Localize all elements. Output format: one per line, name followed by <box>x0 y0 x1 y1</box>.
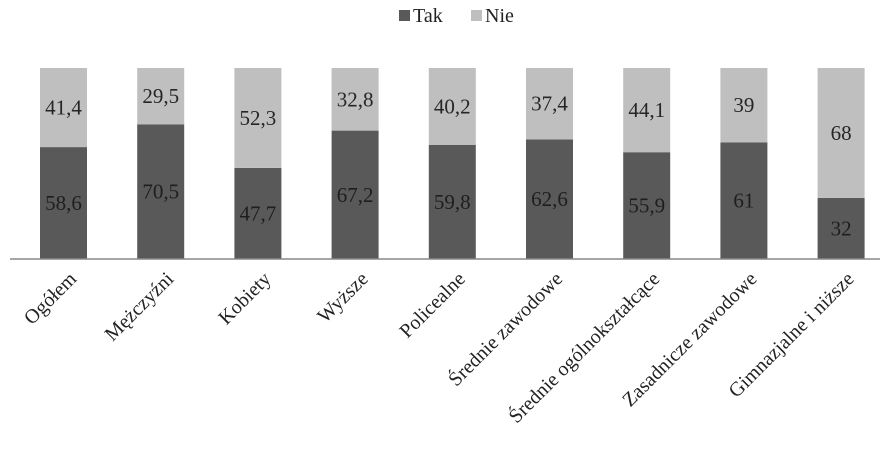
bar-segment-nie-9 <box>817 68 865 198</box>
value-label-nie-2: 29,5 <box>142 84 179 108</box>
value-label-tak-5: 59,8 <box>434 190 471 214</box>
category-label-2: Mężczyźni <box>101 268 179 346</box>
bar-segment-tak-2 <box>137 124 185 259</box>
bars-group <box>40 68 865 259</box>
bar-segment-nie-5 <box>428 68 476 145</box>
value-label-nie-7: 44,1 <box>628 98 665 122</box>
category-label-1: Ogółem <box>20 268 81 329</box>
bar-segment-nie-7 <box>623 68 671 153</box>
value-label-tak-9: 32 <box>831 216 852 240</box>
category-label-3: Kobiety <box>214 268 275 329</box>
value-label-tak-6: 62,6 <box>531 187 568 211</box>
bar-segment-tak-4 <box>331 130 379 259</box>
value-label-nie-8: 39 <box>733 93 754 117</box>
value-label-nie-5: 40,2 <box>434 94 471 118</box>
category-label-5: Policealne <box>395 268 470 343</box>
value-label-tak-1: 58,6 <box>45 191 82 215</box>
bar-segment-nie-3 <box>234 68 282 168</box>
value-label-tak-2: 70,5 <box>142 180 179 204</box>
bar-segment-tak-6 <box>526 139 573 259</box>
category-label-4: Wyższe <box>313 268 373 328</box>
value-labels-group: 58,6 41,4 70,5 29,5 47,7 52,3 67,2 32,8 59,8 40,2… <box>45 84 851 240</box>
legend-label-tak: Tak <box>413 5 443 27</box>
bar-segment-nie-6 <box>526 68 573 140</box>
legend-label-nie: Nie <box>485 5 514 27</box>
value-label-tak-7: 55,9 <box>628 194 665 218</box>
value-label-tak-4: 67,2 <box>337 183 374 207</box>
category-labels-group: Ogółem Mężczyźni Kobiety Wyższe PolicealneŚr… <box>20 266 859 427</box>
value-label-nie-6: 37,4 <box>531 92 568 116</box>
value-label-nie-1: 41,4 <box>45 96 82 120</box>
bar-segment-nie-2 <box>137 68 185 125</box>
bar-segment-nie-1 <box>40 68 87 148</box>
bar-segment-tak-1 <box>40 147 87 259</box>
value-label-nie-4: 32,8 <box>337 87 374 111</box>
bar-segment-tak-5 <box>428 144 476 259</box>
bar-segment-tak-9 <box>817 197 865 259</box>
bar-segment-tak-8 <box>720 142 768 259</box>
legend-swatch-tak <box>399 10 410 21</box>
legend-swatch-nie <box>471 10 482 21</box>
value-label-tak-8: 61 <box>733 189 754 213</box>
bar-segment-nie-4 <box>331 68 379 131</box>
value-label-nie-9: 68 <box>831 121 852 145</box>
value-label-nie-3: 52,3 <box>240 106 277 130</box>
bar-segment-tak-3 <box>234 167 282 259</box>
bar-segment-nie-8 <box>720 68 768 143</box>
bar-segment-tak-7 <box>623 152 671 259</box>
value-label-tak-3: 47,7 <box>240 201 277 225</box>
legend: Tak Nie <box>399 5 514 27</box>
